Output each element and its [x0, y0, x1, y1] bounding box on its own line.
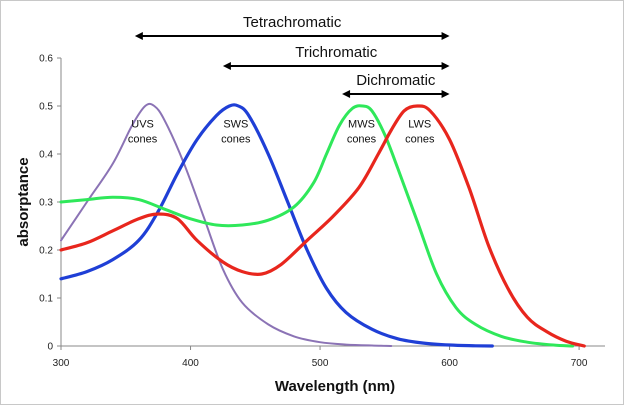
series-line-lws	[59, 104, 586, 348]
series-lines	[59, 102, 586, 348]
annotation-label-tetrachromatic: Tetrachromatic	[243, 14, 342, 31]
x-tick-label: 300	[53, 358, 70, 369]
cone-label-lws: cones	[405, 134, 435, 146]
series-line-uvs	[60, 102, 393, 347]
cone-label-mws: MWS	[348, 119, 375, 131]
y-tick-label: 0.2	[39, 246, 53, 257]
y-tick-label: 0.4	[39, 150, 53, 161]
y-tick-label: 0.6	[39, 54, 53, 65]
y-tick-label: 0.1	[39, 294, 53, 305]
arrow-head-left-dichromatic	[342, 90, 351, 98]
annotation-label-dichromatic: Dichromatic	[356, 72, 436, 89]
x-tick-label: 400	[182, 358, 199, 369]
cone-label-uvs: UVS	[131, 119, 154, 131]
series-line-sws	[59, 103, 494, 348]
y-tick-label: 0.3	[39, 198, 53, 209]
cone-label-mws: cones	[347, 134, 377, 146]
cone-label-sws: cones	[221, 134, 251, 146]
range-annotations: Tetrachromatic Trichromatic Dichromatic	[134, 14, 450, 98]
arrow-head-right-tetrachromatic	[441, 32, 450, 40]
cone-label-sws: SWS	[223, 119, 248, 131]
x-tick-label: 500	[312, 358, 329, 369]
series-line-mws	[59, 104, 575, 348]
cone-label-uvs: cones	[128, 134, 158, 146]
arrow-head-left-trichromatic	[222, 62, 231, 70]
y-tick-label: 0.5	[39, 102, 53, 113]
x-axis-label: Wavelength (nm)	[275, 378, 395, 395]
arrow-head-right-trichromatic	[441, 62, 450, 70]
y-axis-label: absorptance	[15, 157, 32, 246]
arrow-head-right-dichromatic	[441, 90, 450, 98]
y-tick-label: 0	[47, 342, 53, 353]
cone-labels: UVS cones SWS cones MWS cones LWS cones	[128, 119, 435, 146]
x-tick-label: 700	[571, 358, 588, 369]
y-ticks: 0 0.1 0.2 0.3 0.4 0.5 0.6	[39, 54, 61, 353]
x-ticks: 300 400 500 600 700	[53, 346, 588, 369]
annotation-label-trichromatic: Trichromatic	[295, 44, 377, 61]
x-tick-label: 600	[441, 358, 458, 369]
arrow-head-left-tetrachromatic	[134, 32, 143, 40]
cone-label-lws: LWS	[408, 119, 431, 131]
